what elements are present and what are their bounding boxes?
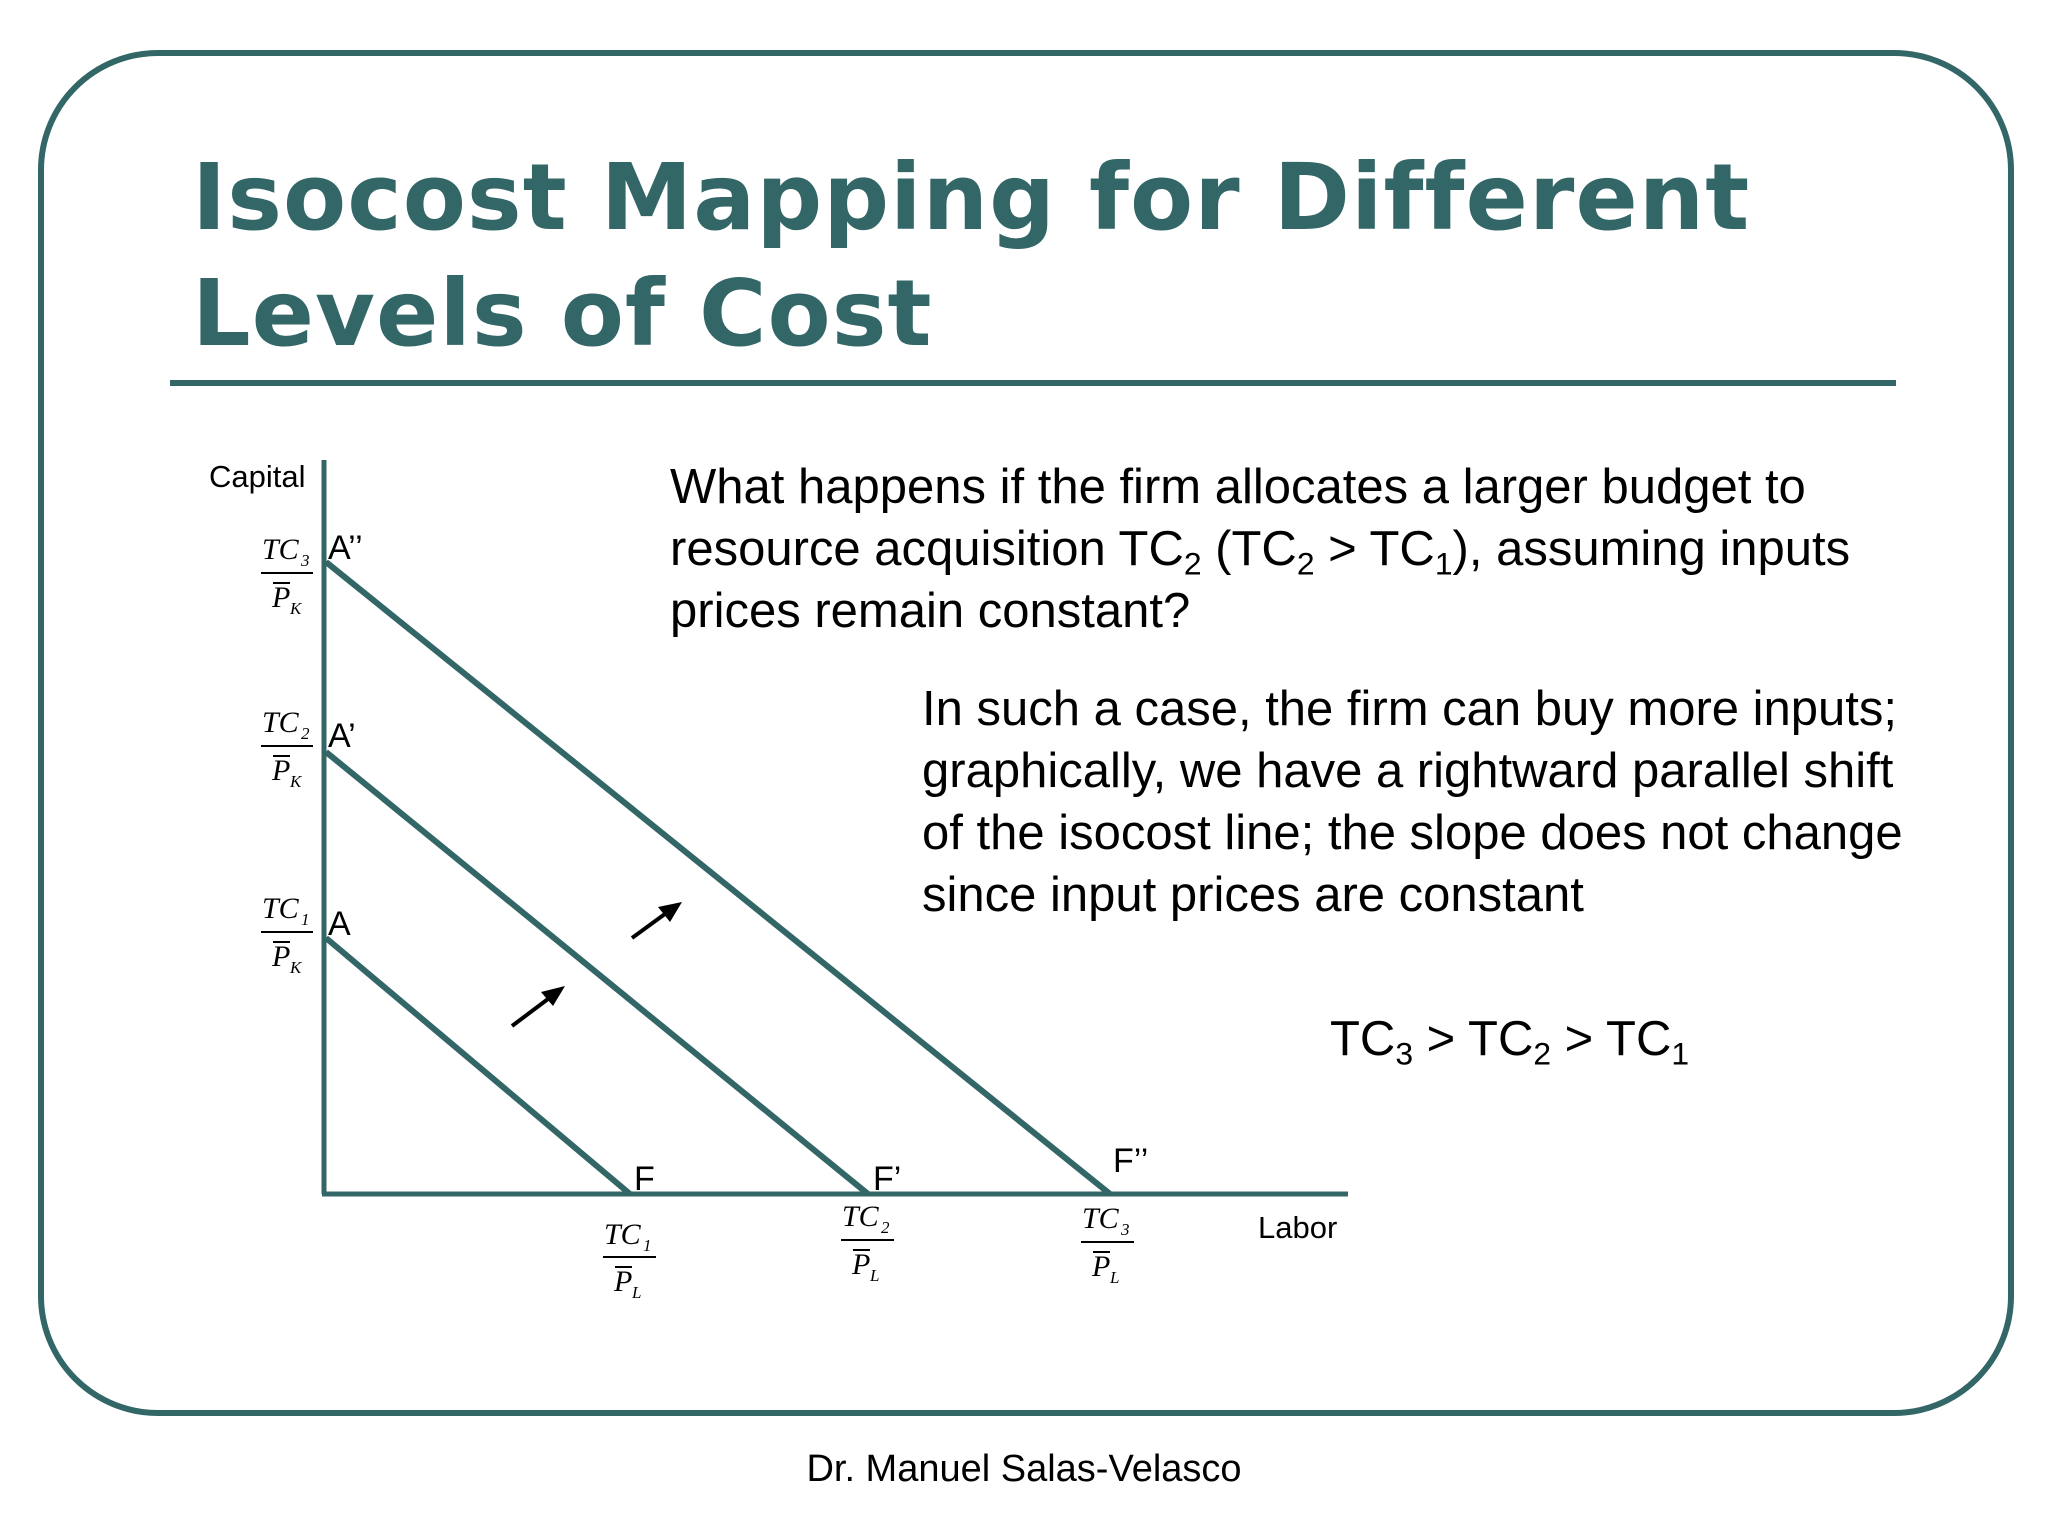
svg-text:2: 2 (301, 724, 310, 743)
y-axis-label: Capital (209, 459, 306, 494)
point-label-a1: A’ (328, 717, 356, 755)
explanation-text: In such a case, the firm can buy more in… (922, 682, 1903, 922)
tc-symbol: TC (1606, 1012, 1672, 1066)
question-part: What happens if the firm allocates a lar… (670, 460, 1806, 576)
tc-symbol: TC (1330, 1012, 1396, 1066)
slide-title: Isocost Mapping for Different Levels of … (192, 140, 1750, 372)
shift-arrow-icon (510, 986, 565, 1028)
point-label-f2: F’’ (1113, 1142, 1148, 1180)
svg-text:3: 3 (300, 551, 310, 570)
svg-text:P: P (851, 1248, 870, 1281)
fraction-tc1-pl: TC 1 P L (603, 1218, 656, 1302)
fraction-tc3-pk: TC 3 P K (261, 533, 313, 618)
question-part: > TC (1314, 522, 1435, 576)
isocost-line-tc1 (324, 935, 632, 1197)
title-divider (170, 380, 1896, 386)
svg-text:1: 1 (301, 910, 310, 929)
greater-than: > (1413, 1012, 1469, 1066)
point-label-f1: F’ (873, 1160, 901, 1198)
svg-text:P: P (271, 581, 290, 614)
svg-text:3: 3 (1120, 1220, 1130, 1239)
svg-text:L: L (869, 1266, 879, 1285)
title-line-2: Levels of Cost (192, 260, 933, 367)
isocost-line-tc3 (324, 559, 1112, 1197)
subscript: 2 (1533, 1035, 1552, 1072)
isocost-line-tc2 (324, 749, 870, 1197)
subscript: 2 (1183, 545, 1202, 582)
slide-frame (38, 50, 2014, 1416)
fraction-tc2-pk: TC 2 P K (261, 706, 313, 791)
author-footer: Dr. Manuel Salas-Velasco (806, 1448, 1242, 1490)
greater-than: > (1551, 1012, 1607, 1066)
svg-text:1: 1 (643, 1236, 652, 1255)
question-part: (TC (1201, 522, 1297, 576)
subscript: 3 (1395, 1035, 1414, 1072)
subscript: 1 (1434, 545, 1453, 582)
cost-inequality: TC3 > TC2 > TC1 (1330, 1008, 1689, 1070)
svg-text:P: P (613, 1265, 632, 1298)
title-line-1: Isocost Mapping for Different (192, 144, 1751, 251)
svg-text:K: K (289, 958, 303, 977)
subscript: 1 (1671, 1035, 1690, 1072)
point-label-a2: A’’ (328, 529, 363, 567)
svg-text:P: P (271, 754, 290, 787)
svg-text:K: K (289, 772, 303, 791)
fraction-tc3-pl: TC 3 P L (1081, 1202, 1134, 1287)
question-text: What happens if the firm allocates a lar… (670, 456, 1920, 642)
svg-text:L: L (631, 1283, 641, 1302)
fraction-tc1-pk: TC 1 P K (261, 892, 313, 977)
point-label-f: F (634, 1160, 655, 1198)
svg-text:P: P (1091, 1250, 1110, 1283)
svg-text:P: P (271, 940, 290, 973)
shift-arrow-icon (630, 902, 682, 940)
fraction-tc2-pl: TC 2 P L (841, 1200, 894, 1285)
point-label-a: A (328, 905, 351, 943)
svg-text:TC: TC (262, 706, 300, 739)
svg-text:TC: TC (842, 1200, 880, 1233)
subscript: 2 (1296, 545, 1315, 582)
svg-text:TC: TC (262, 892, 300, 925)
svg-text:TC: TC (604, 1218, 642, 1251)
svg-text:TC: TC (262, 533, 300, 566)
svg-text:2: 2 (881, 1218, 890, 1237)
question-part: ), assuming inputs prices remain constan… (670, 522, 1851, 638)
svg-text:L: L (1109, 1268, 1119, 1287)
svg-text:K: K (289, 599, 303, 618)
x-axis-label: Labor (1258, 1210, 1337, 1245)
tc-symbol: TC (1468, 1012, 1534, 1066)
svg-text:TC: TC (1082, 1202, 1120, 1235)
